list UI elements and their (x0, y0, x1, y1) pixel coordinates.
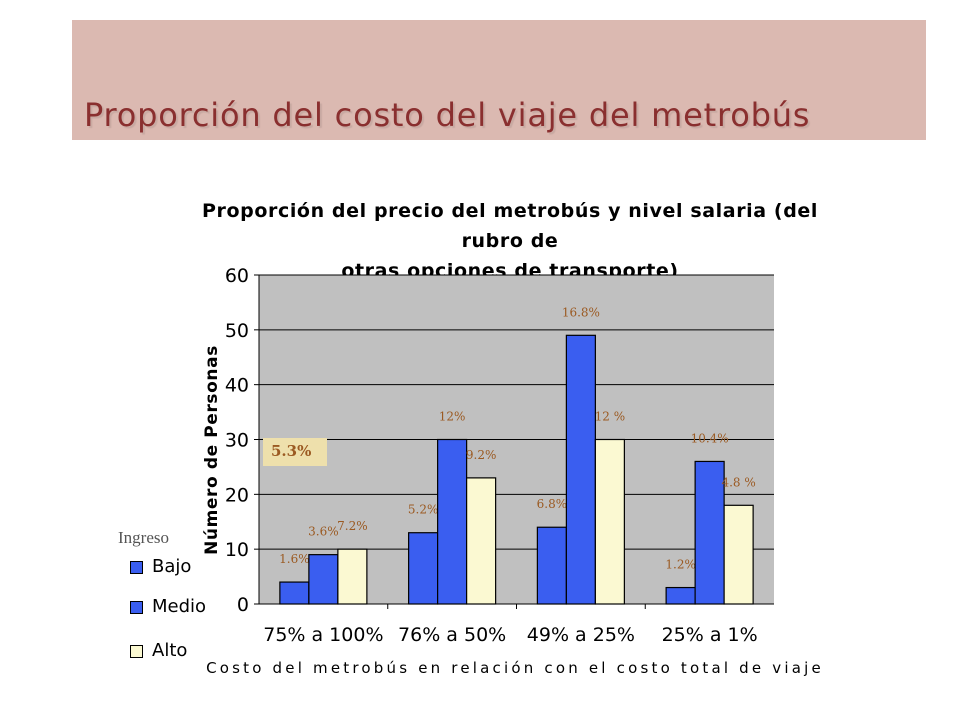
x-tick-label: 25% a 1% (662, 624, 758, 646)
y-tick-label: 40 (225, 375, 249, 397)
data-label: 4.8 % (721, 475, 755, 489)
x-tick-label: 75% a 100% (263, 624, 383, 646)
note-text: 5.3% (271, 442, 312, 460)
y-axis-label: Número de Personas (202, 345, 222, 555)
legend-swatch-bajo (130, 560, 143, 574)
data-label: 5.2% (408, 503, 439, 517)
y-tick-label: 0 (237, 594, 249, 616)
legend-title: Ingreso (118, 528, 169, 547)
data-label: 9.2% (466, 448, 497, 462)
chart-title-line-1: Proporción del precio del metrobús y niv… (201, 200, 818, 252)
legend-swatch-medio (130, 600, 143, 614)
bar-bajo (408, 532, 439, 605)
bar-bajo (279, 581, 310, 605)
y-tick-label: 50 (225, 320, 249, 342)
bar-alto (337, 548, 368, 605)
bar-alto (723, 504, 754, 605)
bar-bajo (536, 526, 567, 605)
data-label: 12 % (595, 410, 626, 424)
data-label: 7.2% (337, 519, 368, 533)
legend-item-bajo: Bajo (130, 556, 191, 577)
legend: Ingreso Bajo Medio Alto (118, 528, 206, 661)
y-tick-label: 60 (225, 265, 249, 287)
data-label: 10.4% (691, 431, 729, 445)
note-box: 5.3% (263, 438, 327, 466)
data-label: 1.6% (279, 552, 310, 566)
data-label: 16.8% (562, 305, 600, 319)
bar-medio (565, 334, 596, 605)
data-label: 3.6% (308, 525, 339, 539)
y-tick-label: 30 (225, 430, 249, 452)
bar-bajo (665, 586, 696, 605)
legend-item-medio: Medio (130, 596, 206, 617)
data-label: 12% (439, 410, 466, 424)
data-label: 6.8% (537, 497, 568, 511)
slide-title: Proporción del costo del viaje del metro… (84, 96, 811, 134)
x-axis-label: Costo del metrobús en relación con el co… (206, 659, 824, 677)
bar-alto (594, 438, 625, 605)
bar-alto (466, 477, 497, 605)
bar-medio (437, 438, 468, 605)
legend-label-alto: Alto (152, 640, 188, 661)
y-tick-label: 10 (225, 539, 249, 561)
bar-medio (308, 554, 339, 605)
legend-label-medio: Medio (152, 596, 207, 617)
data-label: 1.2% (665, 558, 696, 572)
title-banner: Proporción del costo del viaje del metro… (72, 20, 926, 140)
legend-swatch-alto (130, 644, 143, 658)
y-tick-label: 20 (225, 484, 249, 506)
bar-medio (694, 460, 725, 605)
legend-item-alto: Alto (130, 640, 187, 661)
x-tick-label: 76% a 50% (398, 624, 506, 646)
legend-label-bajo: Bajo (152, 556, 192, 577)
x-tick-label: 49% a 25% (527, 624, 635, 646)
